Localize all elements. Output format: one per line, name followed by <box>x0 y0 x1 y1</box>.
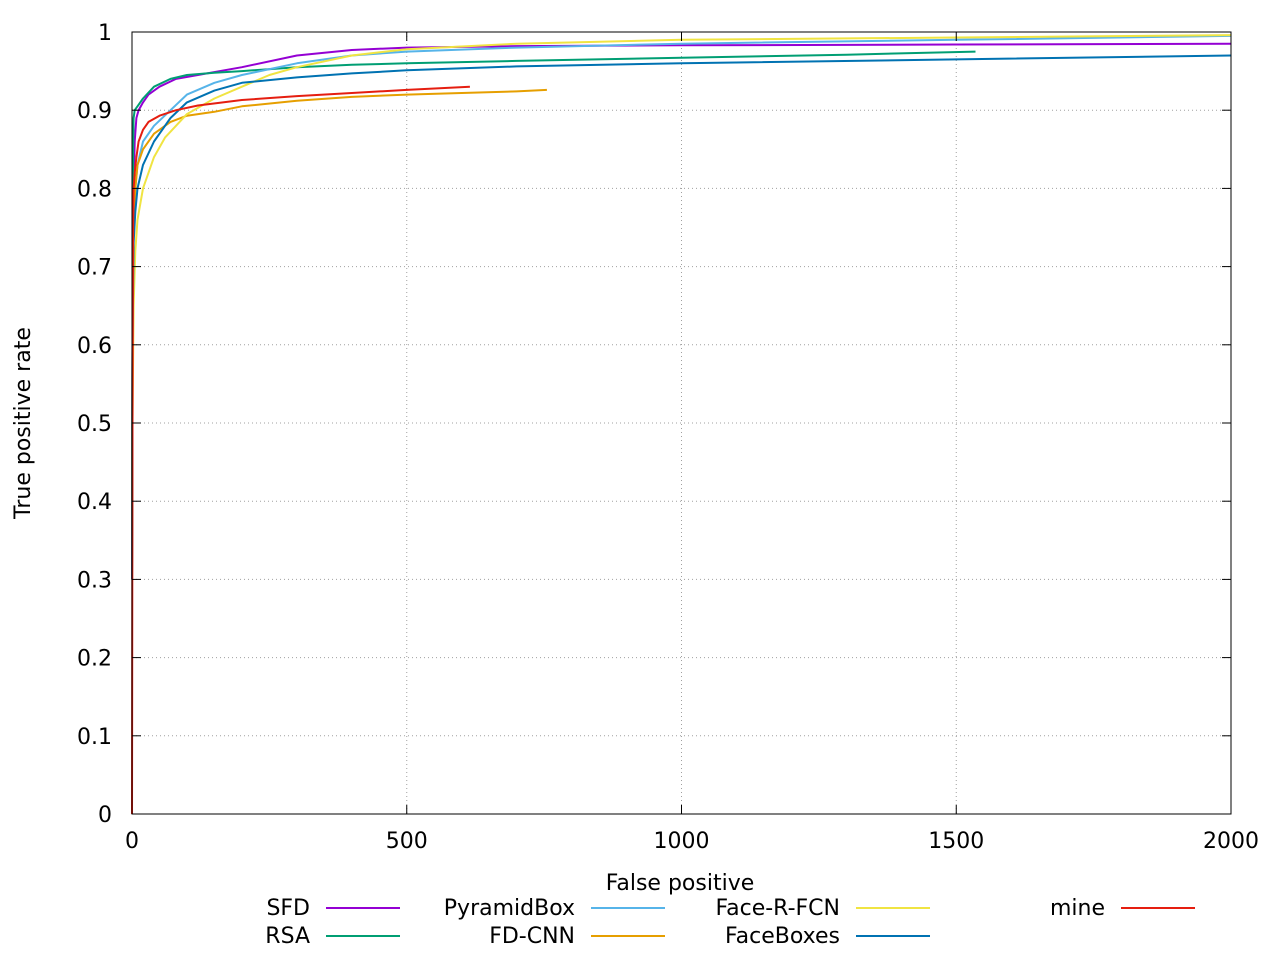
y-tick-label: 0.7 <box>77 256 112 281</box>
series-line-rsa <box>131 50 976 580</box>
x-tick-label: 1000 <box>654 829 710 854</box>
legend-label: Face-R-FCN <box>716 896 841 921</box>
series-line-fd-cnn <box>131 88 547 541</box>
series-line-face-r-fcn <box>131 34 1232 580</box>
legend-label: PyramidBox <box>444 896 575 921</box>
y-tick-label: 0.2 <box>77 647 112 672</box>
axis-ticks: 0 0.1 0.2 0.3 0.4 0.5 0.6 0.7 0.8 0.9 1 0 500 1000 150… <box>77 21 1259 854</box>
legend-label: SFD <box>266 896 310 921</box>
legend-label: FaceBoxes <box>725 924 840 949</box>
x-axis-title: False positive <box>606 871 755 896</box>
legend-label: mine <box>1050 896 1105 921</box>
y-tick-label: 0.9 <box>77 99 112 124</box>
y-tick-label: 0.4 <box>77 490 112 515</box>
y-tick-label: 0.5 <box>77 412 112 437</box>
legend: SFD RSA PyramidBox FD-CNN Face-R-FCN FaceBoxe… <box>265 896 1195 949</box>
y-tick-label: 0 <box>98 803 112 828</box>
x-tick-label: 1500 <box>928 829 984 854</box>
x-tick-label: 500 <box>386 829 428 854</box>
x-tick-label: 2000 <box>1203 829 1259 854</box>
y-tick-label: 0.1 <box>77 725 112 750</box>
series-line-sfd <box>131 42 1232 580</box>
x-tick-label: 0 <box>125 829 139 854</box>
y-tick-label: 0.6 <box>77 334 112 359</box>
series-line-pyramidbox <box>131 34 1232 580</box>
series-lines <box>131 34 1232 815</box>
y-tick-label: 0.3 <box>77 568 112 593</box>
series-line-mine <box>131 85 470 815</box>
legend-label: FD-CNN <box>489 924 575 949</box>
grid-lines <box>132 32 1231 814</box>
legend-label: RSA <box>265 924 310 949</box>
y-axis-title: True positive rate <box>11 327 36 520</box>
y-tick-label: 0.8 <box>77 177 112 202</box>
series-line-faceboxes <box>131 54 1232 580</box>
y-tick-label: 1 <box>98 21 112 46</box>
